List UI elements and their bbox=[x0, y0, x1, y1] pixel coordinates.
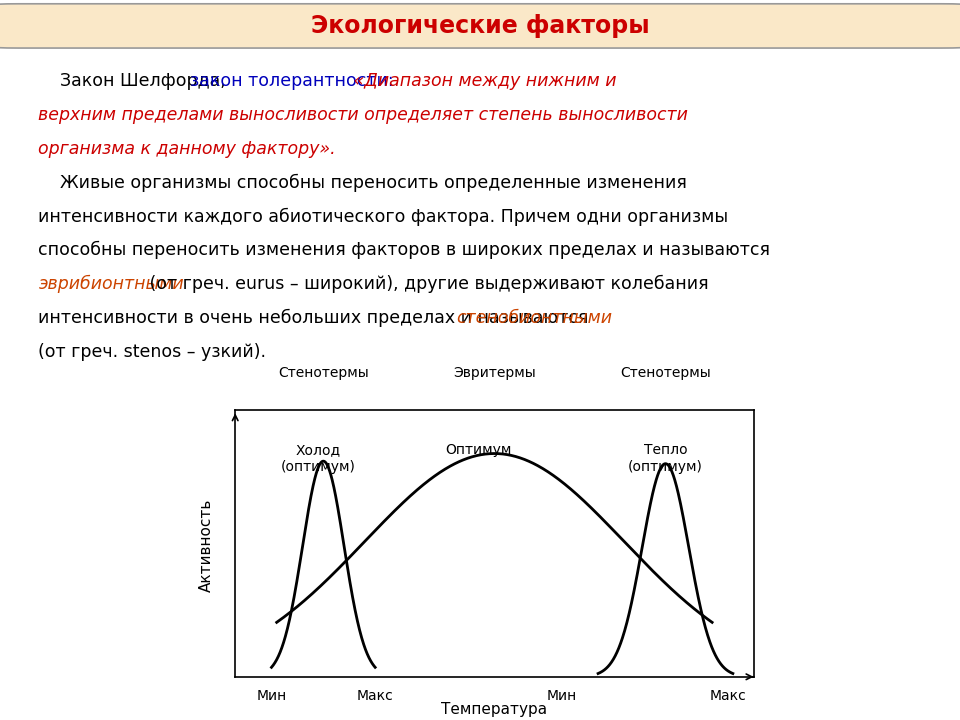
Text: верхним пределами выносливости определяет степень выносливости: верхним пределами выносливости определяе… bbox=[38, 106, 688, 124]
Text: Тепло
(оптимум): Тепло (оптимум) bbox=[628, 444, 703, 474]
Text: Макс: Макс bbox=[709, 690, 746, 703]
Text: интенсивности в очень небольших пределах и называются: интенсивности в очень небольших пределах… bbox=[38, 309, 594, 327]
Text: эврибионтными: эврибионтными bbox=[38, 275, 184, 293]
Text: Температура: Температура bbox=[442, 702, 547, 717]
Text: Макс: Макс bbox=[357, 690, 394, 703]
Text: Экологические факторы: Экологические факторы bbox=[311, 14, 649, 38]
Text: «Диапазон между нижним и: «Диапазон между нижним и bbox=[348, 72, 617, 90]
Text: (от греч. stenos – узкий).: (от греч. stenos – узкий). bbox=[38, 343, 266, 361]
Text: Стенотермы: Стенотермы bbox=[620, 366, 710, 380]
Text: Закон Шелфорда,: Закон Шелфорда, bbox=[38, 72, 231, 90]
Text: Стенотермы: Стенотермы bbox=[278, 366, 369, 380]
Text: Мин: Мин bbox=[256, 690, 287, 703]
Text: стенобионтными: стенобионтными bbox=[456, 309, 612, 327]
FancyBboxPatch shape bbox=[0, 4, 960, 48]
Text: Эвритермы: Эвритермы bbox=[453, 366, 536, 380]
Text: интенсивности каждого абиотического фактора. Причем одни организмы: интенсивности каждого абиотического факт… bbox=[38, 207, 729, 225]
Text: (от греч. eurus – широкий), другие выдерживают колебания: (от греч. eurus – широкий), другие выдер… bbox=[144, 275, 708, 293]
Text: Мин: Мин bbox=[546, 690, 577, 703]
Text: Живые организмы способны переносить определенные изменения: Живые организмы способны переносить опре… bbox=[38, 174, 687, 192]
Text: способны переносить изменения факторов в широких пределах и называются: способны переносить изменения факторов в… bbox=[38, 241, 770, 259]
Text: закон толерантности:: закон толерантности: bbox=[190, 72, 394, 90]
Text: организма к данному фактору».: организма к данному фактору». bbox=[38, 140, 336, 158]
Text: Оптимум: Оптимум bbox=[445, 444, 512, 457]
Text: Активность: Активность bbox=[199, 498, 214, 592]
Text: Холод
(оптимум): Холод (оптимум) bbox=[280, 444, 355, 474]
